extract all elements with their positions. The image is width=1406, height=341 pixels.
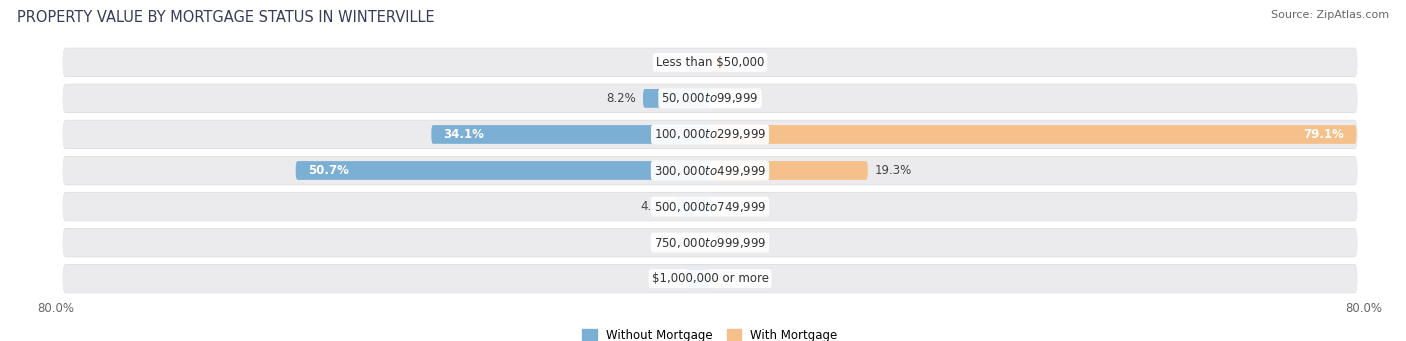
Text: 4.1%: 4.1%	[640, 200, 671, 213]
FancyBboxPatch shape	[63, 120, 1357, 149]
Text: 8.2%: 8.2%	[607, 92, 637, 105]
Text: 50.7%: 50.7%	[308, 164, 349, 177]
FancyBboxPatch shape	[63, 48, 1357, 76]
FancyBboxPatch shape	[643, 89, 710, 108]
FancyBboxPatch shape	[63, 264, 1357, 293]
FancyBboxPatch shape	[63, 157, 1357, 184]
Text: 19.3%: 19.3%	[875, 164, 911, 177]
FancyBboxPatch shape	[710, 125, 1357, 144]
FancyBboxPatch shape	[63, 192, 1357, 221]
FancyBboxPatch shape	[63, 48, 1357, 77]
FancyBboxPatch shape	[63, 84, 1357, 113]
FancyBboxPatch shape	[63, 192, 1357, 221]
Legend: Without Mortgage, With Mortgage: Without Mortgage, With Mortgage	[578, 324, 842, 341]
Text: Source: ZipAtlas.com: Source: ZipAtlas.com	[1271, 10, 1389, 20]
FancyBboxPatch shape	[432, 125, 710, 144]
FancyBboxPatch shape	[63, 228, 1357, 257]
Text: 3.0%: 3.0%	[650, 272, 679, 285]
FancyBboxPatch shape	[710, 161, 868, 180]
Text: $750,000 to $999,999: $750,000 to $999,999	[654, 236, 766, 250]
Text: 0.0%: 0.0%	[668, 236, 697, 249]
FancyBboxPatch shape	[63, 265, 1357, 293]
Text: $300,000 to $499,999: $300,000 to $499,999	[654, 163, 766, 178]
Text: 0.0%: 0.0%	[723, 200, 752, 213]
Text: PROPERTY VALUE BY MORTGAGE STATUS IN WINTERVILLE: PROPERTY VALUE BY MORTGAGE STATUS IN WIN…	[17, 10, 434, 25]
Text: 79.1%: 79.1%	[1303, 128, 1344, 141]
Text: Less than $50,000: Less than $50,000	[655, 56, 765, 69]
Text: 34.1%: 34.1%	[444, 128, 485, 141]
FancyBboxPatch shape	[295, 161, 710, 180]
FancyBboxPatch shape	[63, 120, 1357, 149]
Text: $50,000 to $99,999: $50,000 to $99,999	[661, 91, 759, 105]
FancyBboxPatch shape	[686, 269, 710, 288]
Text: $1,000,000 or more: $1,000,000 or more	[651, 272, 769, 285]
Text: $500,000 to $749,999: $500,000 to $749,999	[654, 199, 766, 213]
Text: $100,000 to $299,999: $100,000 to $299,999	[654, 128, 766, 142]
Text: 0.0%: 0.0%	[723, 92, 752, 105]
Text: 1.7%: 1.7%	[731, 56, 761, 69]
FancyBboxPatch shape	[63, 156, 1357, 185]
FancyBboxPatch shape	[63, 228, 1357, 257]
Text: 0.0%: 0.0%	[723, 236, 752, 249]
Text: 0.0%: 0.0%	[723, 272, 752, 285]
Text: 0.0%: 0.0%	[668, 56, 697, 69]
FancyBboxPatch shape	[676, 197, 710, 216]
FancyBboxPatch shape	[63, 84, 1357, 113]
FancyBboxPatch shape	[710, 53, 724, 72]
